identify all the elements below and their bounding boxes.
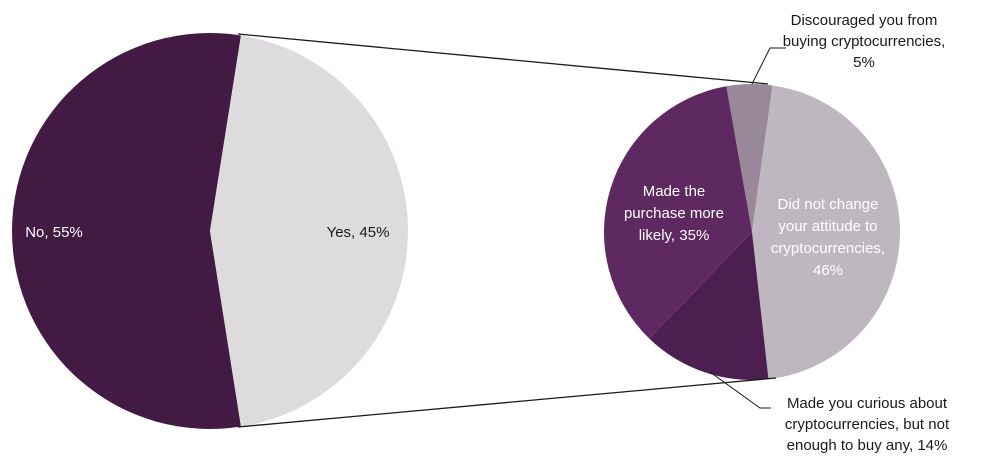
pie-label-curious: Made you curious about cryptocurrencies, … <box>785 395 950 454</box>
pie-slice-made-the-purchase-more-likely <box>604 86 752 339</box>
leader-line-curious <box>709 371 771 409</box>
pie-label-discouraged: Discouraged you from buying cryptocurrenc… <box>783 12 946 71</box>
connector-line-top <box>237 33 769 85</box>
pie-label-no: No, 55% <box>25 224 83 241</box>
leader-line-discouraged <box>751 47 786 85</box>
pie-label-yes: Yes, 45% <box>327 224 390 241</box>
breakdown-pie <box>604 84 900 380</box>
chart-labels: No, 55% Yes, 45% Discouraged you from buyin… <box>25 12 950 454</box>
pie-label-purchase-likely: Made the purchase more likely, 35% <box>624 183 724 244</box>
pie-slice-made-you-curious-about-cryptocurrencies-but-not-enough-to-buy-any <box>649 232 769 380</box>
pie-label-no-change: Did not change your attitude to cryptocurr… <box>771 196 885 279</box>
pie-slice-no <box>12 33 241 430</box>
pie-slice-yes <box>210 35 409 427</box>
pie-slice-did-not-change-your-attitude-to-cryptocurrencies <box>752 85 900 380</box>
main-pie <box>12 33 409 430</box>
connector-line-bottom <box>237 377 777 428</box>
pie-slice-discouraged-you-from-buying-cryptocurrencies <box>726 84 773 232</box>
